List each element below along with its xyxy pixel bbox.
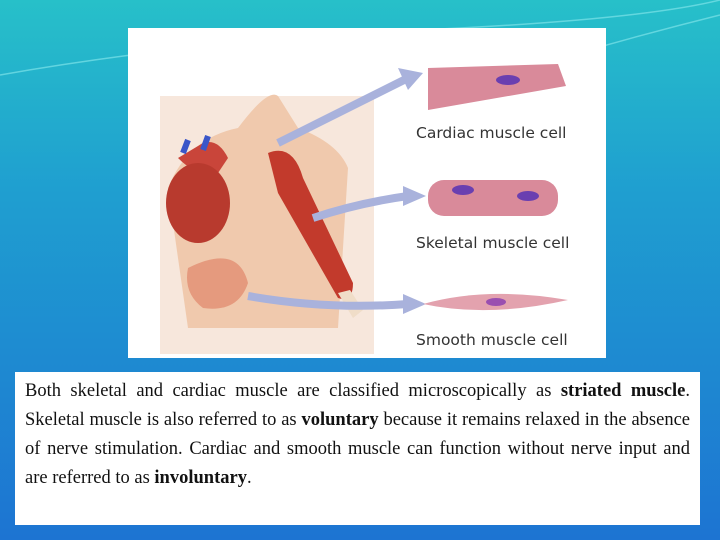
bold-text: striated muscle [560,381,686,401]
nucleus [486,298,506,306]
text: because it remains relaxed in the absenc… [25,410,690,488]
arm-muscle [268,150,353,299]
skeletal-cell [428,180,558,216]
nucleus [452,185,474,195]
arrow [311,192,409,222]
text: . [246,468,252,488]
cardiac-cell [428,64,566,110]
text: . Skeletal muscle is also referred to as [25,381,690,430]
stomach [187,258,248,309]
vessels [180,134,211,155]
figure-label: Cardiac muscle cell [416,124,566,142]
text: Both skeletal and cardiac muscle are cla… [25,381,561,401]
figure-label: Skeletal muscle cell [416,234,569,252]
arrow [247,292,409,310]
figure-label: Smooth muscle cell [416,331,568,349]
arrow [276,74,410,147]
paragraph: Both skeletal and cardiac muscle are cla… [25,377,690,493]
text-box: Both skeletal and cardiac muscle are cla… [15,372,700,525]
bold-text: involuntary [154,468,247,488]
arrow-head [398,68,423,90]
arrow-head [403,186,426,206]
figure: Cardiac muscle cell Skeletal muscle cell… [128,28,606,358]
nucleus [517,191,539,201]
bold-text: voluntary [301,410,379,430]
arrow-head [403,294,426,314]
heart [166,163,230,243]
nucleus [496,75,520,85]
